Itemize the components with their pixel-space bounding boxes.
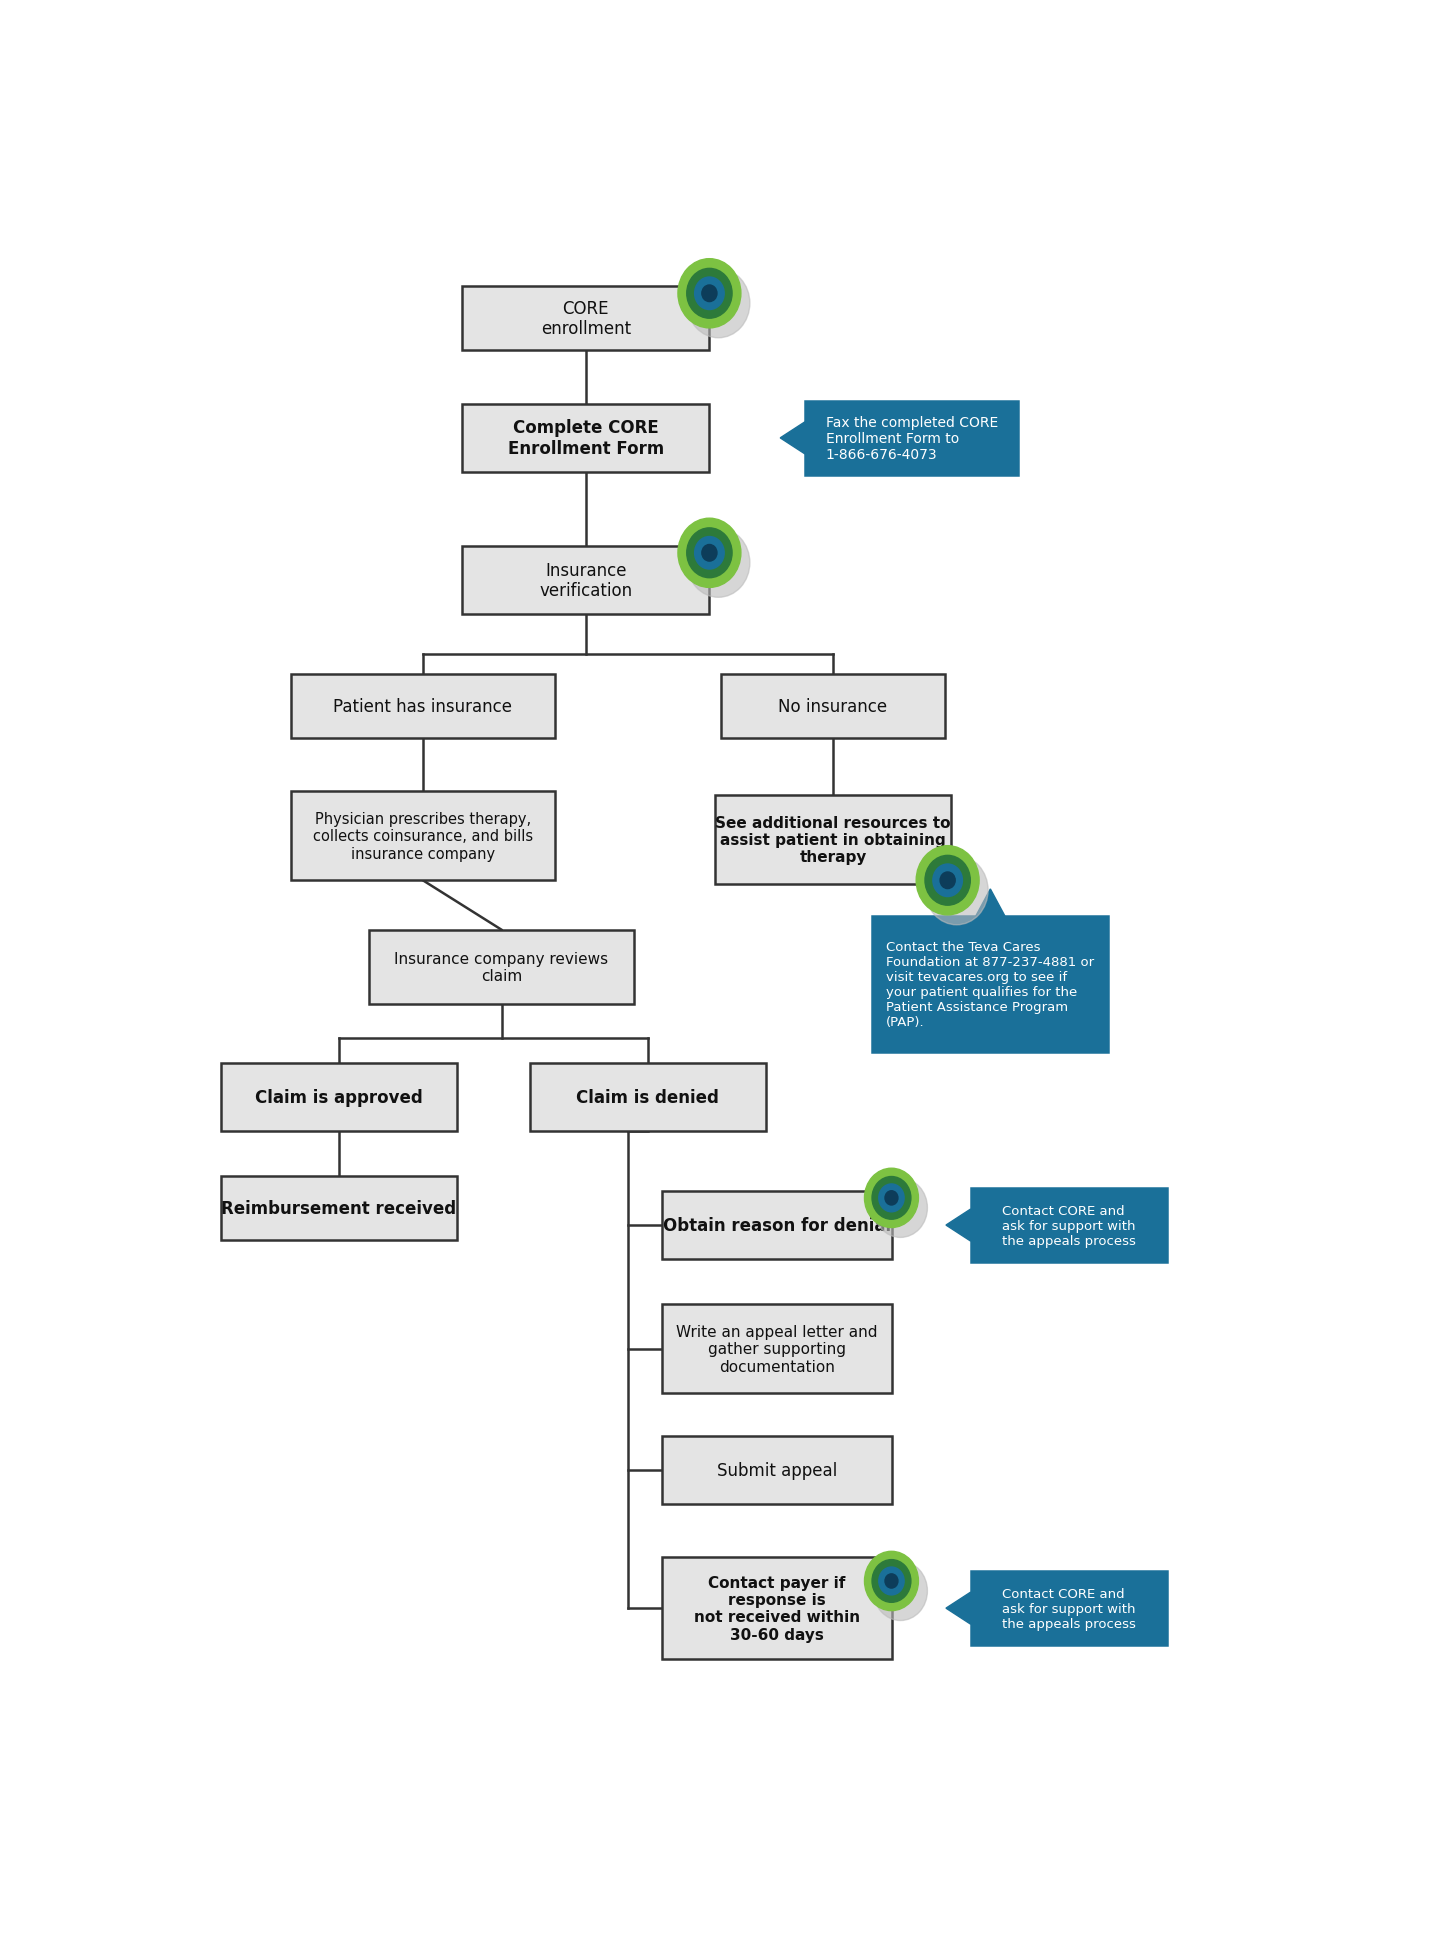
FancyBboxPatch shape (463, 405, 709, 472)
Text: Insurance company reviews
claim: Insurance company reviews claim (394, 951, 609, 984)
Text: See additional resources to
assist patient in obtaining
therapy: See additional resources to assist patie… (715, 816, 951, 865)
Circle shape (679, 260, 741, 329)
Circle shape (871, 1560, 911, 1603)
Text: CORE
enrollment: CORE enrollment (541, 299, 631, 339)
Circle shape (687, 528, 750, 599)
FancyBboxPatch shape (529, 1063, 766, 1131)
FancyBboxPatch shape (970, 1571, 1167, 1646)
Circle shape (884, 1573, 898, 1589)
FancyBboxPatch shape (463, 288, 709, 350)
FancyBboxPatch shape (661, 1558, 892, 1660)
Text: Contact payer if
response is
not received within
30-60 days: Contact payer if response is not receive… (693, 1575, 860, 1642)
FancyBboxPatch shape (661, 1436, 892, 1505)
FancyBboxPatch shape (220, 1063, 457, 1131)
Text: Submit appeal: Submit appeal (716, 1462, 837, 1479)
Circle shape (940, 873, 956, 888)
FancyBboxPatch shape (220, 1176, 457, 1241)
FancyBboxPatch shape (873, 916, 1108, 1053)
Text: Obtain reason for denial: Obtain reason for denial (663, 1217, 890, 1235)
Polygon shape (976, 890, 1005, 916)
Text: No insurance: No insurance (779, 699, 887, 716)
Text: Claim is approved: Claim is approved (255, 1088, 422, 1106)
Circle shape (695, 538, 724, 569)
Text: Contact CORE and
ask for support with
the appeals process: Contact CORE and ask for support with th… (1002, 1587, 1135, 1630)
FancyBboxPatch shape (715, 796, 951, 885)
Circle shape (702, 286, 716, 303)
Polygon shape (780, 423, 805, 454)
Text: Contact the Teva Cares
Foundation at 877-237-4881 or
visit tevacares.org to see : Contact the Teva Cares Foundation at 877… (886, 941, 1095, 1029)
Circle shape (864, 1168, 918, 1227)
FancyBboxPatch shape (721, 675, 945, 740)
FancyBboxPatch shape (463, 546, 709, 614)
Text: Contact CORE and
ask for support with
the appeals process: Contact CORE and ask for support with th… (1002, 1204, 1135, 1247)
FancyBboxPatch shape (370, 930, 634, 1004)
Circle shape (695, 278, 724, 311)
Circle shape (879, 1568, 905, 1595)
Text: Insurance
verification: Insurance verification (539, 562, 632, 601)
Text: Reimbursement received: Reimbursement received (220, 1200, 457, 1217)
Circle shape (871, 1176, 911, 1219)
Circle shape (864, 1552, 918, 1611)
Circle shape (687, 270, 732, 319)
Circle shape (884, 1192, 898, 1206)
Circle shape (687, 270, 750, 339)
Text: Physician prescribes therapy,
collects coinsurance, and bills
insurance company: Physician prescribes therapy, collects c… (313, 812, 534, 861)
Circle shape (932, 865, 963, 896)
FancyBboxPatch shape (661, 1192, 892, 1260)
Polygon shape (945, 1593, 970, 1624)
Circle shape (925, 855, 970, 906)
Circle shape (702, 546, 716, 562)
Circle shape (679, 519, 741, 589)
Text: Write an appeal letter and
gather supporting
documentation: Write an appeal letter and gather suppor… (676, 1325, 877, 1374)
Text: Claim is denied: Claim is denied (576, 1088, 719, 1106)
Circle shape (916, 845, 979, 916)
Text: Fax the completed CORE
Enrollment Form to
1-866-676-4073: Fax the completed CORE Enrollment Form t… (825, 415, 998, 462)
FancyBboxPatch shape (661, 1305, 892, 1393)
Circle shape (925, 855, 987, 926)
Circle shape (873, 1178, 928, 1237)
Circle shape (873, 1562, 928, 1620)
Circle shape (687, 528, 732, 579)
Polygon shape (945, 1209, 970, 1241)
Text: Complete CORE
Enrollment Form: Complete CORE Enrollment Form (507, 419, 664, 458)
Circle shape (879, 1184, 905, 1211)
FancyBboxPatch shape (970, 1188, 1167, 1262)
FancyBboxPatch shape (291, 793, 555, 881)
Text: Patient has insurance: Patient has insurance (334, 699, 512, 716)
FancyBboxPatch shape (805, 401, 1018, 476)
FancyBboxPatch shape (291, 675, 555, 740)
